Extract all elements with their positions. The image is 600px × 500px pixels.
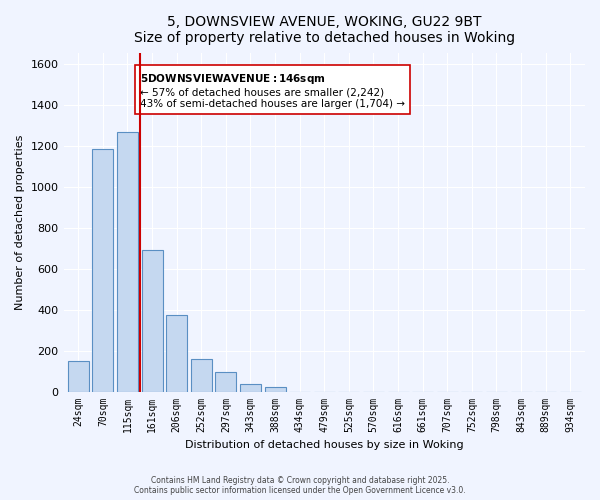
X-axis label: Distribution of detached houses by size in Woking: Distribution of detached houses by size … xyxy=(185,440,464,450)
Bar xyxy=(92,148,113,392)
Text: $\bf{5 DOWNSVIEW AVENUE: 146sqm}$
← 57% of detached houses are smaller (2,242)
4: $\bf{5 DOWNSVIEW AVENUE: 146sqm}$ ← 57% … xyxy=(140,72,405,109)
Bar xyxy=(191,359,212,392)
Bar xyxy=(166,314,187,392)
Bar xyxy=(142,250,163,392)
Y-axis label: Number of detached properties: Number of detached properties xyxy=(15,134,25,310)
Text: Contains HM Land Registry data © Crown copyright and database right 2025.
Contai: Contains HM Land Registry data © Crown c… xyxy=(134,476,466,495)
Bar xyxy=(240,384,261,392)
Bar xyxy=(68,361,89,392)
Bar xyxy=(117,132,138,392)
Bar xyxy=(215,372,236,392)
Title: 5, DOWNSVIEW AVENUE, WOKING, GU22 9BT
Size of property relative to detached hous: 5, DOWNSVIEW AVENUE, WOKING, GU22 9BT Si… xyxy=(134,15,515,45)
Bar xyxy=(265,388,286,392)
